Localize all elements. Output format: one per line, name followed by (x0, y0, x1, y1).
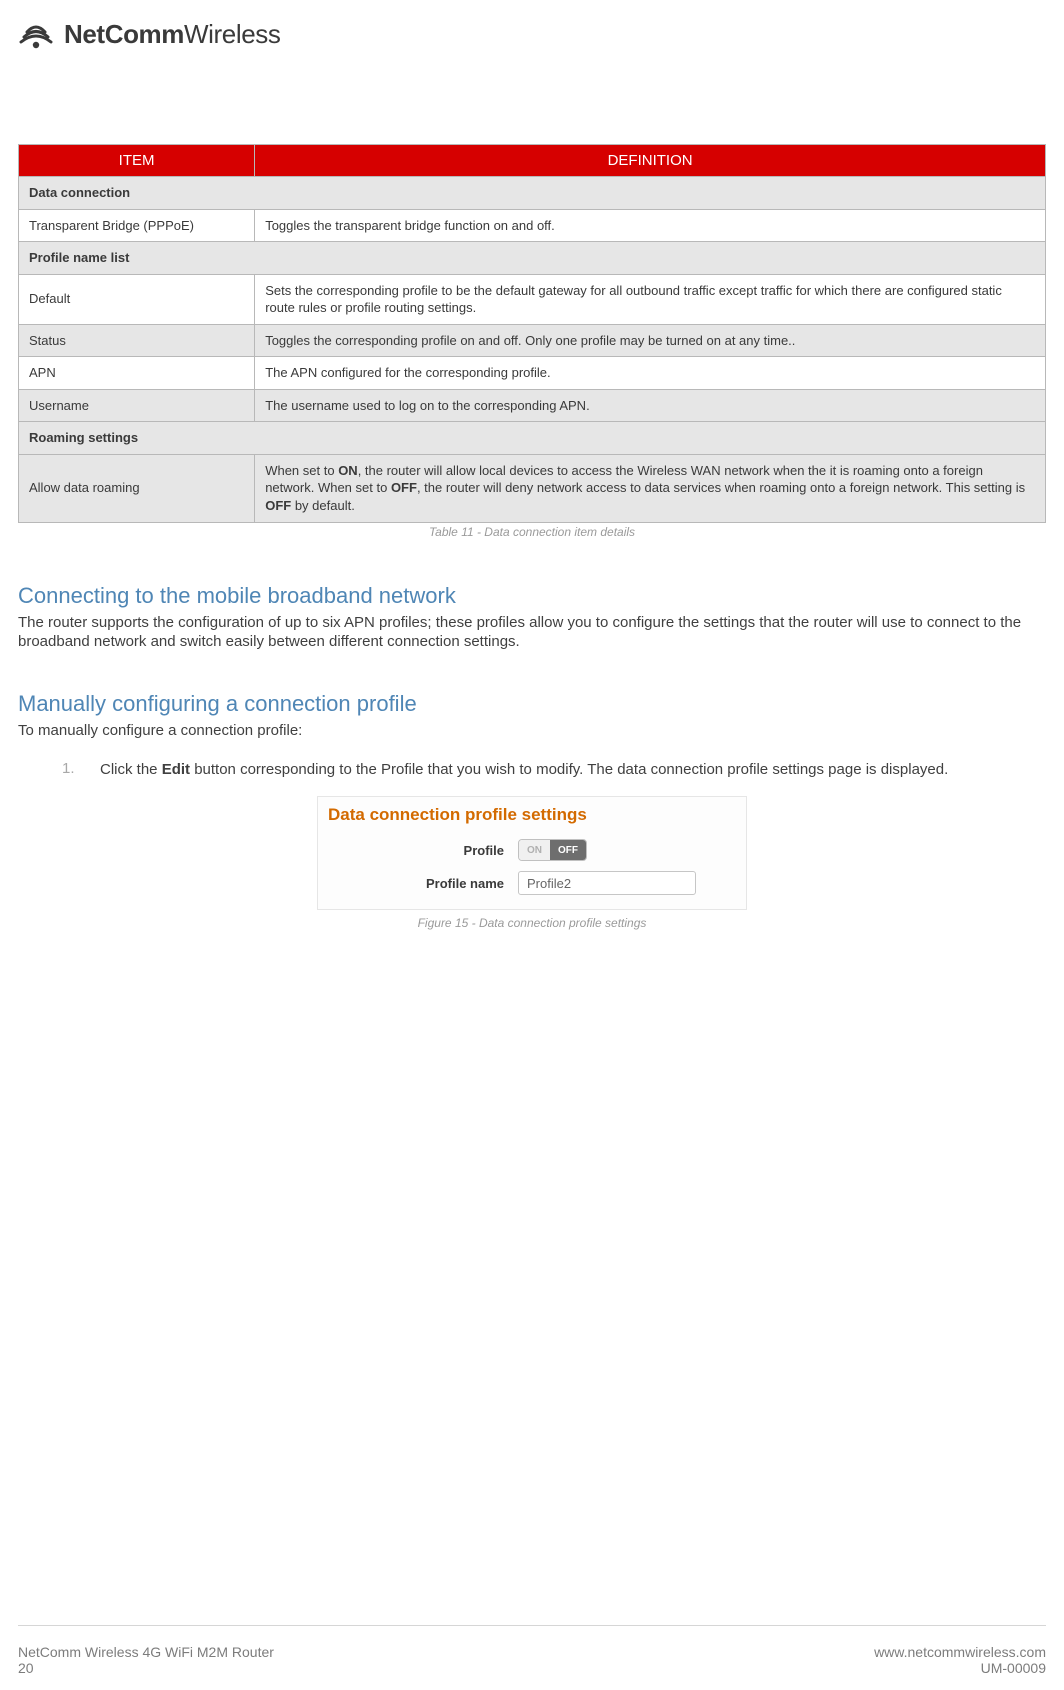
table-caption: Table 11 - Data connection item details (18, 525, 1046, 539)
table-header-row: ITEM DEFINITION (19, 145, 1046, 177)
step-1: 1. Click the Edit button corresponding t… (62, 760, 1046, 780)
brand-logo: NetCommWireless (18, 14, 1046, 54)
ordered-steps: 1. Click the Edit button corresponding t… (18, 760, 1046, 780)
paragraph-connecting: The router supports the configuration of… (18, 613, 1046, 651)
page-footer: NetComm Wireless 4G WiFi M2M Router 20 w… (18, 1644, 1046, 1676)
section-label: Roaming settings (19, 422, 1046, 455)
brand-bold: NetComm (64, 19, 184, 49)
bold-edit: Edit (162, 761, 190, 778)
footer-page-number: 20 (18, 1660, 274, 1676)
cell-def: The APN configured for the corresponding… (255, 357, 1046, 390)
definitions-table: ITEM DEFINITION Data connection Transpar… (18, 144, 1046, 523)
cell-item: Transparent Bridge (PPPoE) (19, 209, 255, 242)
step-number: 1. (62, 760, 76, 780)
bold-off-default: OFF (265, 498, 291, 513)
text: button corresponding to the Profile that… (190, 761, 948, 778)
cell-item: Username (19, 389, 255, 422)
th-definition: DEFINITION (255, 145, 1046, 177)
brand-logo-icon (18, 16, 54, 52)
footer-site: www.netcommwireless.com (874, 1644, 1046, 1660)
figure-title: Data connection profile settings (328, 805, 736, 825)
text: When set to (265, 463, 338, 478)
table-row: Username The username used to log on to … (19, 389, 1046, 422)
cell-def: When set to ON, the router will allow lo… (255, 454, 1046, 522)
footer-doc-id: UM-00009 (874, 1660, 1046, 1676)
footer-right: www.netcommwireless.com UM-00009 (874, 1644, 1046, 1676)
cell-def: Sets the corresponding profile to be the… (255, 274, 1046, 324)
section-label: Data connection (19, 177, 1046, 210)
section-label: Profile name list (19, 242, 1046, 275)
cell-def: The username used to log on to the corre… (255, 389, 1046, 422)
figure-row-profile-toggle: Profile ON OFF (328, 839, 736, 861)
cell-item: APN (19, 357, 255, 390)
cell-item: Allow data roaming (19, 454, 255, 522)
text: by default. (291, 498, 355, 513)
table-row: Allow data roaming When set to ON, the r… (19, 454, 1046, 522)
bold-on: ON (338, 463, 358, 478)
cell-item: Default (19, 274, 255, 324)
table-row: APN The APN configured for the correspon… (19, 357, 1046, 390)
figure-profile-settings: Data connection profile settings Profile… (317, 796, 747, 910)
document-page: NetCommWireless ITEM DEFINITION Data con… (0, 0, 1064, 1690)
toggle-off-option[interactable]: OFF (550, 840, 586, 860)
brand-wordmark: NetCommWireless (64, 19, 280, 50)
figure-label-profile-name: Profile name (328, 876, 518, 891)
cell-item: Status (19, 324, 255, 357)
footer-product: NetComm Wireless 4G WiFi M2M Router (18, 1644, 274, 1660)
table-row: Status Toggles the corresponding profile… (19, 324, 1046, 357)
section-row-roaming-settings: Roaming settings (19, 422, 1046, 455)
table-row: Transparent Bridge (PPPoE) Toggles the t… (19, 209, 1046, 242)
section-row-data-connection: Data connection (19, 177, 1046, 210)
th-item: ITEM (19, 145, 255, 177)
footer-left: NetComm Wireless 4G WiFi M2M Router 20 (18, 1644, 274, 1676)
heading-connecting: Connecting to the mobile broadband netwo… (18, 583, 1046, 609)
text: Click the (100, 761, 162, 778)
step-text: Click the Edit button corresponding to t… (100, 760, 948, 780)
profile-name-input[interactable] (518, 871, 696, 895)
brand-light: Wireless (184, 19, 280, 49)
section-row-profile-name-list: Profile name list (19, 242, 1046, 275)
toggle-on-option[interactable]: ON (519, 840, 550, 860)
heading-manual: Manually configuring a connection profil… (18, 691, 1046, 717)
table-row: Default Sets the corresponding profile t… (19, 274, 1046, 324)
paragraph-manual: To manually configure a connection profi… (18, 721, 1046, 740)
figure-caption: Figure 15 - Data connection profile sett… (18, 916, 1046, 930)
cell-def: Toggles the transparent bridge function … (255, 209, 1046, 242)
cell-def: Toggles the corresponding profile on and… (255, 324, 1046, 357)
footer-divider (18, 1625, 1046, 1626)
figure-row-profile-name: Profile name (328, 871, 736, 895)
text: , the router will deny network access to… (417, 480, 1025, 495)
profile-toggle[interactable]: ON OFF (518, 839, 587, 861)
bold-off: OFF (391, 480, 417, 495)
figure-label-profile: Profile (328, 843, 518, 858)
